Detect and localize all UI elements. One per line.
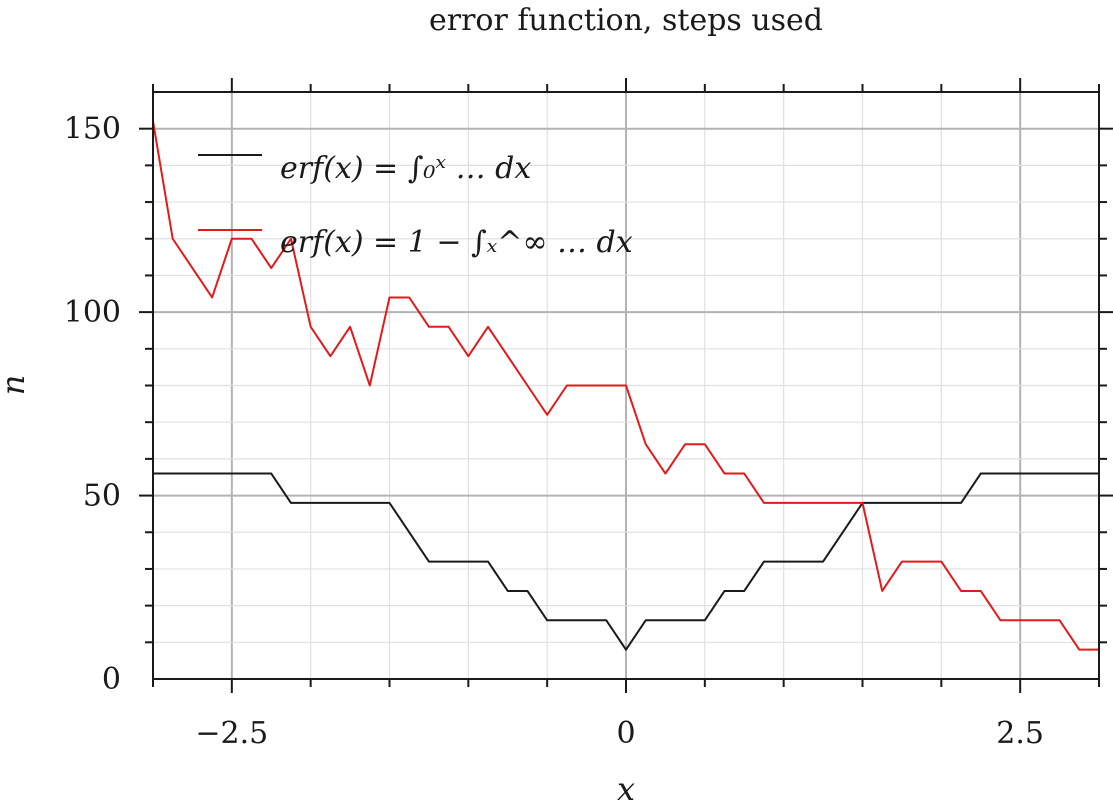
y-tick-label: 100 bbox=[64, 295, 121, 330]
legend-label-complement-integral: erf(x) = 1 − ∫ₓ^∞ … dx bbox=[280, 225, 633, 260]
x-tick-label: 0 bbox=[616, 716, 635, 751]
x-axis-label: x bbox=[617, 770, 635, 805]
y-tick-label: 50 bbox=[83, 479, 121, 514]
series-line-integral-from-zero bbox=[153, 472, 1099, 651]
tick-labels: −2.5 0 2.5 0 50 100 150 bbox=[64, 112, 1044, 751]
y-tick-label: 150 bbox=[64, 112, 121, 147]
axis-ticks bbox=[139, 78, 1113, 693]
legend-label-integral-from-zero: erf(x) = ∫₀ˣ … dx bbox=[280, 151, 531, 186]
y-axis-label: n bbox=[0, 375, 32, 396]
y-tick-label: 0 bbox=[102, 662, 121, 697]
legend: erf(x) = ∫₀ˣ … dx erf(x) = 1 − ∫ₓ^∞ … dx bbox=[198, 151, 633, 260]
chart-title: error function, steps used bbox=[429, 3, 823, 38]
series-line-complement-integral bbox=[152, 121, 1099, 651]
x-tick-label: −2.5 bbox=[195, 716, 268, 751]
x-tick-label: 2.5 bbox=[996, 716, 1044, 751]
series-lines bbox=[152, 121, 1099, 651]
